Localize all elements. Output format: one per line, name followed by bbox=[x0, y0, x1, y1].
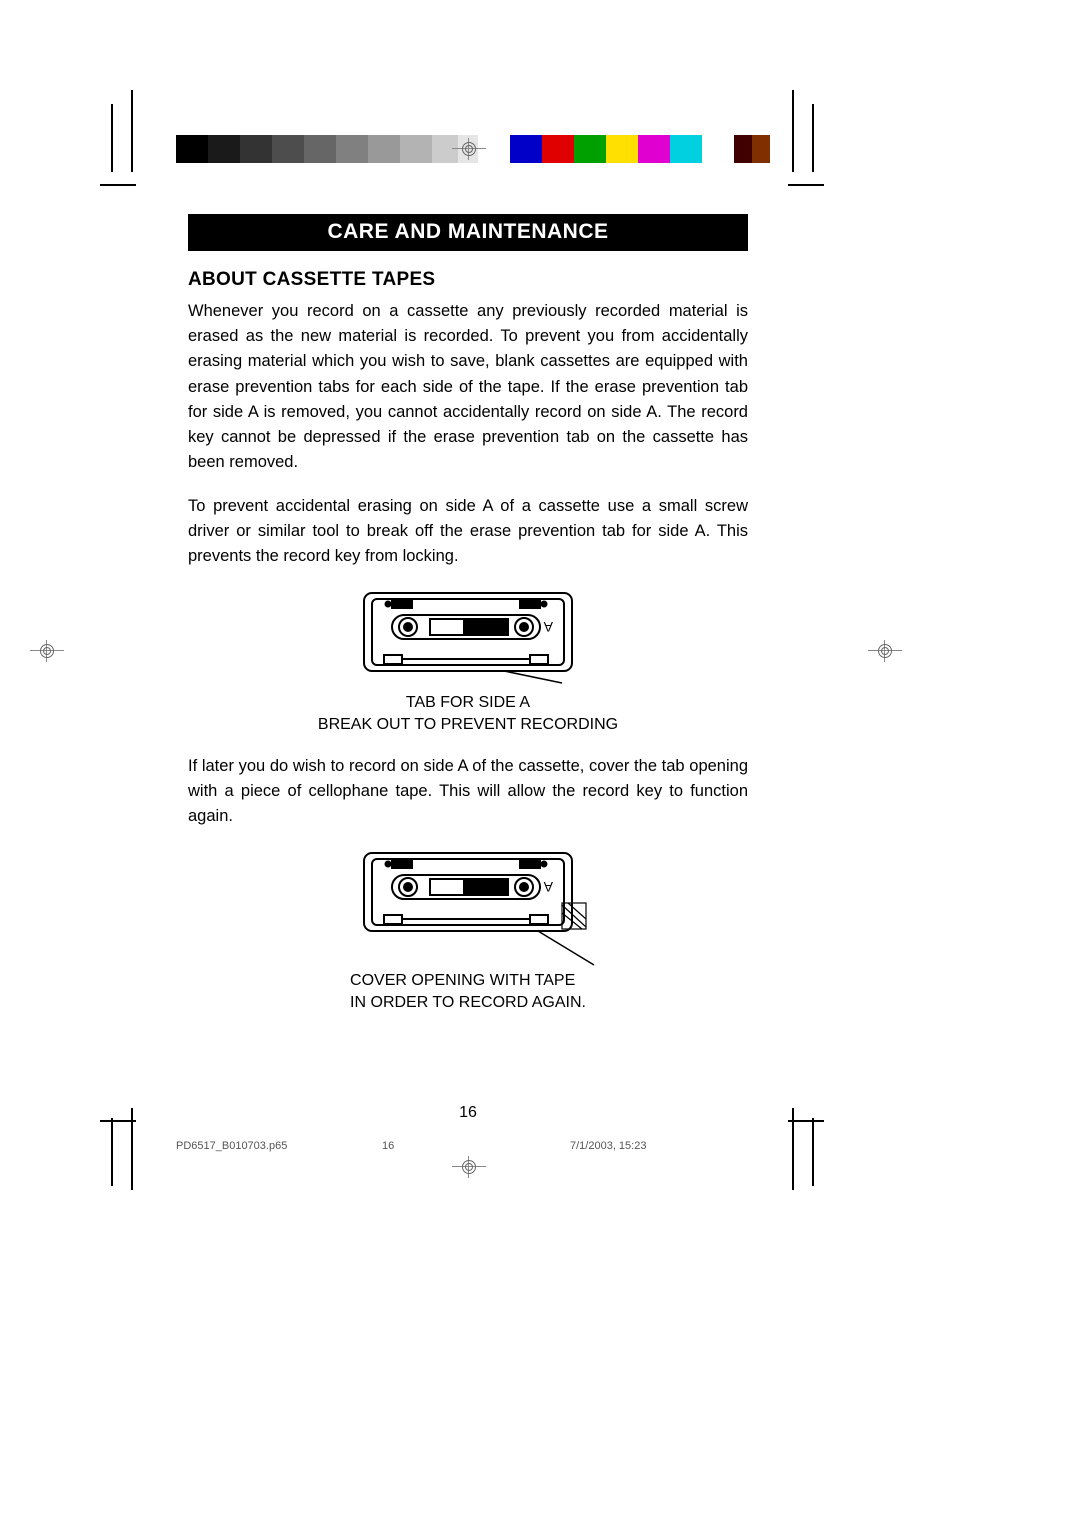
paragraph: To prevent accidental erasing on side A … bbox=[188, 494, 748, 570]
registration-mark-icon bbox=[452, 1156, 486, 1178]
subheading: ABOUT CASSETTE TAPES bbox=[188, 269, 748, 291]
page-number: 16 bbox=[188, 1104, 748, 1122]
crop-mark bbox=[812, 1118, 814, 1186]
footer-datetime: 7/1/2003, 15:23 bbox=[570, 1140, 646, 1152]
paragraph: Whenever you record on a cassette any pr… bbox=[188, 299, 748, 476]
cassette-illustration-icon: A bbox=[358, 587, 578, 690]
crop-mark bbox=[100, 1120, 136, 1122]
svg-text:A: A bbox=[543, 879, 553, 895]
svg-text:A: A bbox=[543, 619, 553, 635]
crop-mark bbox=[100, 184, 136, 186]
crop-mark bbox=[792, 90, 794, 172]
crop-mark bbox=[111, 1118, 113, 1186]
registration-mark-icon bbox=[868, 640, 902, 662]
figure-1: A TAB FOR SIDE A BREAK OUT TO PREVENT RE… bbox=[188, 587, 748, 735]
page-content: CARE AND MAINTENANCE ABOUT CASSETTE TAPE… bbox=[188, 214, 748, 1031]
caption-line: TAB FOR SIDE A bbox=[406, 694, 530, 711]
figure-caption: TAB FOR SIDE A BREAK OUT TO PREVENT RECO… bbox=[188, 692, 748, 735]
color-calibration-bar bbox=[510, 135, 770, 163]
section-title-bar: CARE AND MAINTENANCE bbox=[188, 214, 748, 251]
cassette-illustration-icon: A bbox=[338, 847, 598, 972]
caption-line: COVER OPENING WITH TAPE bbox=[350, 972, 575, 989]
footer-page: 16 bbox=[382, 1140, 394, 1152]
section-title: CARE AND MAINTENANCE bbox=[327, 220, 608, 243]
crop-mark bbox=[131, 90, 133, 172]
crop-mark bbox=[788, 184, 824, 186]
figure-2: A COVER OPENING WIT bbox=[188, 847, 748, 1013]
registration-mark-icon bbox=[30, 640, 64, 662]
crop-mark bbox=[111, 104, 113, 172]
crop-mark bbox=[788, 1120, 824, 1122]
crop-mark bbox=[812, 104, 814, 172]
grayscale-calibration-bar bbox=[176, 135, 492, 163]
caption-line: BREAK OUT TO PREVENT RECORDING bbox=[318, 716, 618, 733]
footer-filename: PD6517_B010703.p65 bbox=[176, 1140, 287, 1152]
registration-mark-icon bbox=[452, 138, 486, 160]
paragraph: If later you do wish to record on side A… bbox=[188, 754, 748, 830]
figure-caption: COVER OPENING WITH TAPE IN ORDER TO RECO… bbox=[350, 970, 586, 1013]
caption-line: IN ORDER TO RECORD AGAIN. bbox=[350, 994, 586, 1011]
